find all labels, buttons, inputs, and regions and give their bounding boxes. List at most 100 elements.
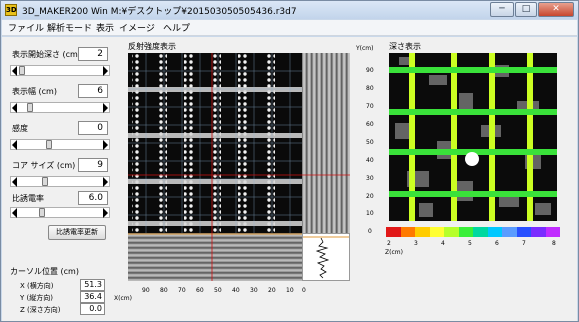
menu-bar: ファイル 解析モード 表示 イメージ ヘルプ: [2, 20, 577, 36]
color-swatch: [502, 227, 517, 237]
display-width-slider[interactable]: [10, 102, 110, 113]
menu-file[interactable]: ファイル: [8, 24, 45, 34]
slider-left-arrow-icon[interactable]: [12, 177, 17, 187]
slider-thumb[interactable]: [19, 66, 25, 75]
x-tick: 40: [232, 287, 240, 294]
z-scale-unit: Z(cm): [385, 249, 403, 256]
slider-right-arrow-icon[interactable]: [103, 140, 108, 150]
color-swatch: [487, 227, 502, 237]
rebar-rows: [128, 87, 302, 226]
main-content: 表示開始深さ (cm) 2 表示幅 (cm) 6 感度 0 コア サイズ (: [2, 37, 577, 321]
side-section-view[interactable]: [302, 53, 350, 233]
start-depth-field[interactable]: 2: [78, 47, 108, 61]
z-tick: 8: [552, 240, 556, 247]
y-tick: 30: [366, 175, 374, 182]
sensitivity-label: 感度: [12, 124, 28, 133]
cursor-x-value: 51.3: [80, 279, 105, 291]
title-bar: 3D 3D_MAKER200 Win M:¥デスクトップ¥20150305050…: [1, 1, 578, 19]
depth-rebar-columns: [409, 53, 533, 221]
y-tick: 90: [366, 67, 374, 74]
x-axis-unit: X(cm): [114, 295, 132, 302]
radar-panel-title: 反射強度表示: [128, 42, 176, 51]
x-tick: 30: [250, 287, 258, 294]
waveform-plot: [303, 236, 349, 279]
maximize-button[interactable]: □: [515, 2, 537, 17]
slider-right-arrow-icon[interactable]: [103, 66, 108, 76]
z-tick: 6: [495, 240, 499, 247]
cursor-y-value: 36.4: [80, 291, 105, 303]
z-tick: 3: [414, 240, 418, 247]
x-tick: 50: [214, 287, 222, 294]
cursor-x-label: X (横方向): [20, 282, 54, 290]
slider-thumb[interactable]: [26, 103, 33, 112]
x-tick: 70: [178, 287, 186, 294]
color-swatch: [386, 227, 401, 237]
core-size-field[interactable]: 9: [78, 158, 108, 172]
slider-thumb[interactable]: [38, 208, 45, 217]
color-swatch: [400, 227, 415, 237]
menu-view[interactable]: 表示: [96, 24, 115, 34]
reflection-plan-view[interactable]: [128, 53, 302, 233]
slider-right-arrow-icon[interactable]: [103, 208, 108, 218]
slider-left-arrow-icon[interactable]: [12, 66, 17, 76]
slider-left-arrow-icon[interactable]: [12, 103, 17, 113]
sensitivity-field[interactable]: 0: [78, 121, 108, 135]
display-width-field[interactable]: 6: [78, 84, 108, 98]
core-size-slider[interactable]: [10, 176, 110, 187]
color-swatch: [458, 227, 473, 237]
color-swatch: [531, 227, 546, 237]
x-tick: 10: [286, 287, 294, 294]
display-width-label: 表示幅 (cm): [12, 87, 57, 96]
depth-panel-title: 深さ表示: [389, 42, 421, 51]
z-tick: 7: [522, 240, 526, 247]
y-tick: 80: [366, 85, 374, 92]
cursor-z-value: 0.0: [80, 303, 105, 315]
update-dielectric-button[interactable]: 比誘電率更新: [48, 225, 106, 240]
menu-image[interactable]: イメージ: [119, 24, 155, 34]
z-tick: 2: [387, 240, 391, 247]
color-swatch: [429, 227, 444, 237]
bottom-section-overlay: [128, 233, 302, 281]
slider-thumb[interactable]: [42, 177, 49, 186]
dielectric-field[interactable]: 6.0: [78, 191, 108, 205]
sensitivity-slider[interactable]: [10, 139, 110, 150]
y-tick: 60: [366, 121, 374, 128]
y-tick: 40: [366, 157, 374, 164]
slider-right-arrow-icon[interactable]: [103, 177, 108, 187]
slider-right-arrow-icon[interactable]: [103, 103, 108, 113]
y-tick: 20: [366, 193, 374, 200]
y-axis-unit: Y(cm): [356, 45, 374, 52]
slider-left-arrow-icon[interactable]: [12, 208, 17, 218]
start-depth-label: 表示開始深さ (cm): [12, 50, 81, 59]
color-swatch: [516, 227, 531, 237]
app-icon: 3D: [5, 4, 17, 16]
rebar-grid-image: [128, 53, 302, 233]
slider-thumb[interactable]: [46, 140, 53, 149]
dielectric-label: 比誘電率: [12, 194, 44, 203]
core-size-label: コア サイズ (cm): [12, 161, 76, 170]
y-tick: 70: [366, 103, 374, 110]
color-swatch: [415, 227, 430, 237]
depth-map-image: [389, 53, 557, 221]
menu-analysis-mode[interactable]: 解析モード: [47, 24, 93, 34]
cursor-y-label: Y (縦方向): [20, 294, 53, 302]
y-tick: 0: [368, 228, 372, 235]
x-tick: 0: [302, 287, 306, 294]
start-depth-slider[interactable]: [10, 65, 110, 76]
depth-rebar-rows: [389, 67, 557, 197]
y-tick: 10: [366, 210, 374, 217]
close-button[interactable]: ✕: [538, 2, 574, 17]
bottom-section-view[interactable]: [128, 233, 302, 281]
slider-left-arrow-icon[interactable]: [12, 140, 17, 150]
menu-help[interactable]: ヘルプ: [163, 24, 191, 34]
minimize-button[interactable]: ─: [490, 2, 514, 17]
depth-cursor-marker: [465, 152, 479, 166]
z-tick: 5: [468, 240, 472, 247]
side-section-overlay: [302, 174, 350, 176]
cursor-z-label: Z (深さ方向): [20, 306, 61, 314]
depth-map-view[interactable]: [389, 53, 557, 221]
color-swatch: [545, 227, 560, 237]
dielectric-slider[interactable]: [10, 207, 110, 218]
x-tick: 90: [142, 287, 150, 294]
